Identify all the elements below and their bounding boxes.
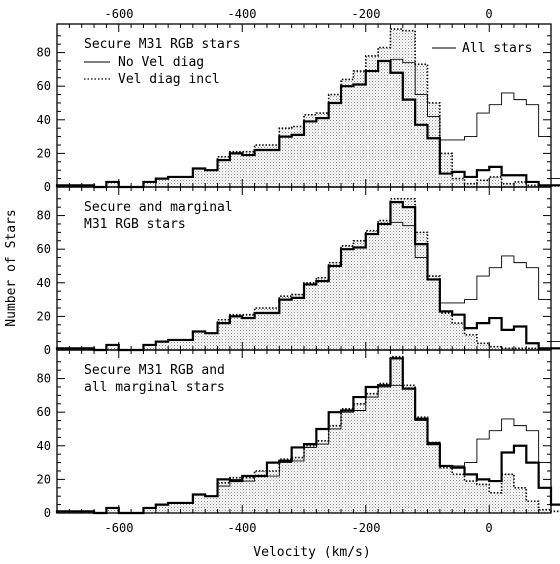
x-tick-label: -400 xyxy=(228,521,257,535)
dotted-line xyxy=(56,28,560,188)
legend-label-vel-diag-incl: Vel diag incl xyxy=(118,72,220,87)
shaded-area xyxy=(57,198,560,350)
y-tick-label: 60 xyxy=(37,242,51,256)
y-tick-label: 80 xyxy=(37,46,51,60)
y-tick-label: 20 xyxy=(37,309,51,323)
y-tick-label: 40 xyxy=(37,439,51,453)
solid-thick-line xyxy=(55,201,560,352)
panel-label: Secure and marginal xyxy=(84,200,233,215)
x-tick-label: -200 xyxy=(352,521,381,535)
y-tick-label: 60 xyxy=(37,405,51,419)
x-axis-title: Velocity (km/s) xyxy=(253,545,370,560)
panel-label: all marginal stars xyxy=(84,380,225,395)
legend: No Vel diag Vel diag incl All stars xyxy=(84,41,532,87)
panel-1: 0 20 40 60 80 Secure M31 RGB stars xyxy=(37,23,560,194)
legend-label-no-vel-diag: No Vel diag xyxy=(118,55,204,70)
top-tick-label: -200 xyxy=(352,7,381,21)
top-tick-labels: -600 -400 -200 0 xyxy=(105,7,493,21)
y-tick-label: 40 xyxy=(37,113,51,127)
x-tick-label: -600 xyxy=(105,521,134,535)
shaded-area xyxy=(57,29,560,187)
legend-label-all-stars: All stars xyxy=(462,41,532,56)
histogram-panels: 0 20 40 60 80 Secure M31 RGB stars 0 20 40 60 80 Se… xyxy=(37,23,560,520)
panel-label: M31 RGB stars xyxy=(84,217,186,232)
y-tick-label: 40 xyxy=(37,276,51,290)
y-tick-label: 80 xyxy=(37,372,51,386)
dotted-line xyxy=(56,355,560,514)
top-tick-label: -600 xyxy=(105,7,134,21)
y-tick-label: 20 xyxy=(37,472,51,486)
x-tick-label: 0 xyxy=(485,521,492,535)
solid-thick-line xyxy=(55,59,560,189)
top-tick-label: -400 xyxy=(228,7,257,21)
y-tick-label: 0 xyxy=(44,343,51,357)
y-tick-label: 60 xyxy=(37,79,51,93)
y-axis-title: Number of Stars xyxy=(4,209,19,326)
bottom-tick-labels: -600 -400 -200 0 xyxy=(105,521,493,535)
panel-2: 0 20 40 60 80 Secure and marginal M31 RGB star… xyxy=(37,186,560,357)
y-tick-label: 80 xyxy=(37,209,51,223)
y-tick-label: 20 xyxy=(37,146,51,160)
panel-3: 0 20 40 60 80 Secure M31 RGB and all marginal … xyxy=(37,349,560,520)
y-tick-label: 0 xyxy=(44,180,51,194)
panel-label: Secure M31 RGB stars xyxy=(84,37,241,52)
panel-label: Secure M31 RGB and xyxy=(84,363,225,378)
shaded-area xyxy=(57,356,560,513)
y-tick-label: 0 xyxy=(44,506,51,520)
dotted-line xyxy=(56,197,560,351)
top-tick-label: 0 xyxy=(485,7,492,21)
